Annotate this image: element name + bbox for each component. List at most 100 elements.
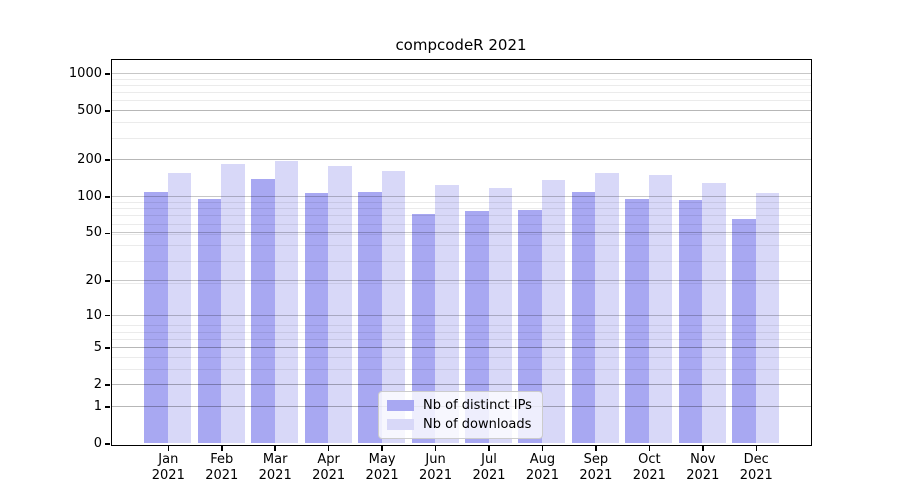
y-tick-label: 20	[85, 272, 102, 288]
gridline-minor	[111, 137, 811, 139]
y-tick-label: 1000	[68, 66, 102, 82]
x-tick-label: Jun 2021	[419, 452, 453, 483]
x-tick-label: Jul 2021	[472, 452, 506, 483]
bar-distinct-ips	[571, 192, 596, 444]
gridline-major	[111, 347, 811, 349]
gridline-major	[111, 384, 811, 386]
gridline-minor	[111, 368, 811, 370]
bar-distinct-ips	[144, 191, 168, 444]
y-tick	[105, 314, 110, 317]
bar-downloads	[328, 166, 352, 444]
gridline-minor	[111, 85, 811, 87]
y-tick	[105, 110, 110, 112]
chart-title: compcodeR 2021	[395, 36, 527, 54]
gridline-minor	[111, 223, 811, 225]
y-tick	[105, 232, 110, 235]
gridline-minor	[111, 356, 811, 358]
bar-distinct-ips	[625, 199, 649, 444]
x-tick-label: Mar 2021	[258, 452, 292, 483]
gridline-minor	[111, 245, 811, 247]
bar-downloads	[648, 174, 673, 444]
gridline-minor	[111, 78, 811, 80]
bar-downloads	[541, 180, 566, 444]
x-tick	[488, 446, 490, 451]
x-tick-label: Oct 2021	[632, 452, 666, 483]
gridline-major	[111, 232, 811, 234]
gridline-minor	[111, 110, 811, 112]
x-tick	[167, 446, 170, 451]
gridline-minor	[111, 331, 811, 333]
bar-distinct-ips	[518, 209, 542, 444]
x-tick	[327, 446, 330, 451]
legend-label-downloads: Nb of downloads	[423, 417, 532, 432]
legend-item-downloads: Nb of downloads	[387, 417, 532, 432]
gridline-minor	[111, 325, 811, 327]
gridline-minor	[111, 202, 811, 204]
x-tick-label: Feb 2021	[205, 452, 239, 483]
gridline-minor	[111, 260, 811, 262]
gridline-minor	[111, 347, 811, 349]
y-tick	[105, 384, 110, 386]
bar-distinct-ips	[411, 214, 436, 444]
gridline-major	[111, 110, 811, 112]
x-tick	[755, 446, 757, 451]
gridline-major	[111, 73, 811, 75]
bar-downloads	[381, 171, 406, 444]
y-tick-label: 10	[85, 307, 102, 323]
gridline-minor	[111, 233, 811, 235]
legend-swatch-distinct-ips	[387, 400, 414, 411]
plot-area	[110, 58, 812, 446]
y-tick-label: 500	[77, 103, 102, 119]
x-tick-label: Apr 2021	[312, 452, 346, 483]
x-tick	[274, 446, 276, 451]
bar-downloads	[274, 160, 299, 444]
gridline-minor	[111, 92, 811, 94]
x-tick	[434, 446, 437, 451]
y-tick-label: 5	[93, 340, 102, 356]
gridline-major	[111, 279, 811, 281]
x-tick	[221, 446, 223, 451]
y-tick	[105, 73, 110, 75]
gridline-minor	[111, 122, 811, 124]
bar-downloads	[595, 173, 619, 444]
legend-swatch-downloads	[387, 419, 414, 430]
gridline-minor	[111, 282, 811, 284]
bar-distinct-ips	[251, 178, 275, 444]
gridline-minor	[111, 338, 811, 340]
gridline-minor	[111, 159, 811, 161]
bar-distinct-ips	[197, 199, 222, 444]
x-tick-label: Aug 2021	[525, 452, 559, 483]
x-tick-label: Jan 2021	[151, 452, 185, 483]
x-tick-label: Sep 2021	[579, 452, 613, 483]
x-tick	[648, 446, 651, 451]
y-tick	[105, 159, 110, 161]
gridline-major	[111, 314, 811, 316]
y-tick-label: 0	[93, 436, 102, 451]
legend-label-distinct-ips: Nb of distinct IPs	[423, 398, 532, 413]
y-tick	[105, 280, 110, 282]
bar-distinct-ips	[304, 192, 329, 444]
bar-downloads	[702, 182, 726, 444]
gridline-minor	[111, 208, 811, 210]
x-tick	[541, 446, 544, 451]
y-tick-label: 200	[77, 152, 102, 168]
bar-distinct-ips	[358, 192, 382, 444]
y-tick	[105, 196, 110, 198]
gridline-minor	[111, 215, 811, 217]
y-tick	[105, 347, 110, 349]
bar-distinct-ips	[732, 219, 756, 444]
bar-downloads	[755, 193, 780, 444]
bar-downloads	[488, 187, 512, 444]
bar-downloads	[221, 164, 245, 444]
gridline-minor	[111, 100, 811, 102]
bar-downloads	[167, 173, 192, 444]
y-tick	[105, 443, 110, 445]
y-tick	[105, 406, 110, 408]
y-tick-label: 50	[85, 225, 102, 241]
bar-distinct-ips	[465, 210, 489, 444]
bar-downloads	[435, 185, 459, 444]
x-tick-label: May 2021	[365, 452, 399, 483]
legend-item-distinct-ips: Nb of distinct IPs	[387, 398, 532, 413]
gridline-major	[111, 195, 811, 197]
